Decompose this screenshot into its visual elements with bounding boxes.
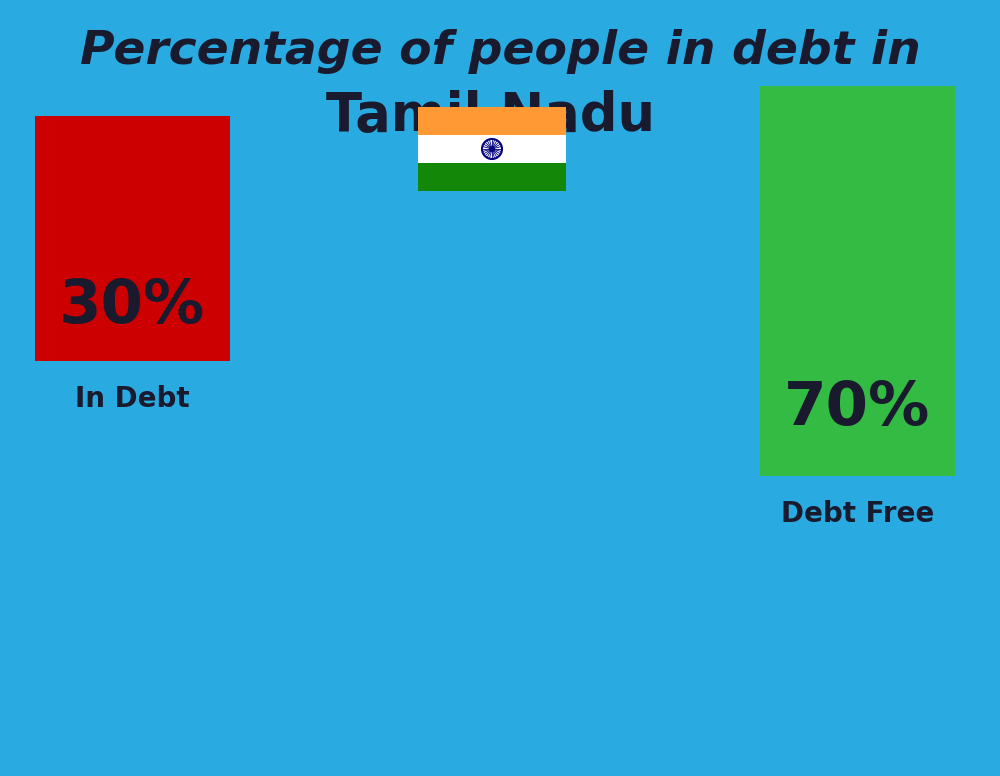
Bar [35,116,230,361]
Bar [760,86,955,476]
Bar [418,135,566,163]
Text: Debt Free: Debt Free [781,500,934,528]
Bar [418,107,566,135]
Circle shape [490,147,494,151]
Text: Percentage of people in debt in: Percentage of people in debt in [80,29,920,74]
Text: 70%: 70% [784,379,931,438]
Text: In Debt: In Debt [75,385,190,413]
Text: 30%: 30% [59,276,206,335]
Text: Tamil Nadu: Tamil Nadu [326,90,654,142]
Bar [418,163,566,191]
